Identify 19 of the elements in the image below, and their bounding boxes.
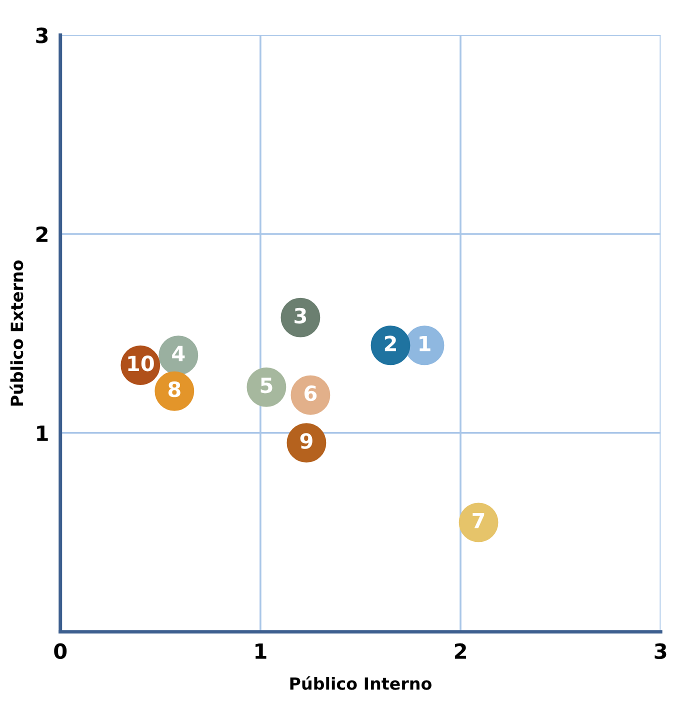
series-label: 10 — [128, 356, 154, 372]
series-label: 4 — [172, 346, 185, 362]
x-axis-title: Público Interno — [290, 676, 432, 690]
series-label: 5 — [260, 378, 272, 394]
x-tick-label: 1 — [256, 644, 266, 659]
series-label: 9 — [300, 433, 312, 449]
series-label: 6 — [304, 385, 317, 402]
series-label: 1 — [420, 336, 430, 352]
y-axis-title: Público Externo — [10, 260, 24, 406]
series-label: 7 — [472, 512, 484, 528]
y-tick-label: 1 — [37, 426, 48, 441]
series-label: 8 — [168, 381, 180, 398]
y-tick-label: 3 — [36, 28, 48, 44]
x-tick-label: 0 — [54, 643, 67, 660]
series-label: 3 — [294, 308, 306, 324]
series-label: 2 — [384, 336, 396, 352]
x-tick-label: 3 — [654, 643, 666, 660]
x-tick-label: 2 — [454, 643, 466, 659]
y-tick-label: 2 — [36, 226, 48, 242]
